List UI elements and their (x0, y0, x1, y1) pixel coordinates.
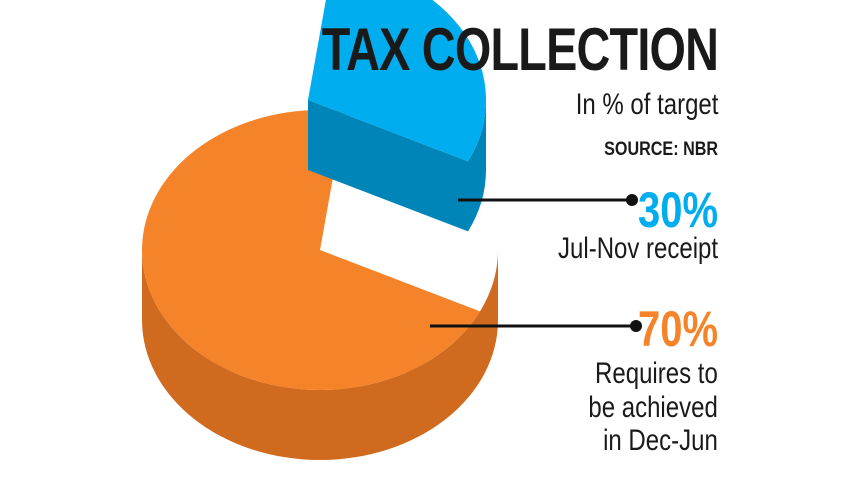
leader-dot-30 (626, 194, 638, 206)
pie-slice-side-70 (142, 250, 498, 460)
slice-value-label-30: 30% (637, 182, 718, 238)
chart-source: SOURCE: NBR (604, 139, 718, 160)
slice-label-70: Requires to be achieved in Dec-Jun (589, 357, 718, 458)
chart-title: TAX COLLECTION (321, 16, 719, 83)
slice-label-70-line-3: in Dec-Jun (603, 424, 718, 458)
slice-label-30: Jul-Nov receipt (557, 232, 718, 265)
leader-dot-70 (630, 320, 642, 332)
pie-slice-70 (142, 110, 480, 391)
pie-slice-wall-30 (308, 100, 468, 232)
slice-label-70-line-2: be achieved (588, 390, 718, 424)
slice-value-label-70: 70% (637, 301, 718, 357)
chart-subtitle: In % of target (575, 88, 718, 121)
pie-slice-30 (308, 0, 486, 162)
slice-label-70-line-1: Requires to (595, 357, 718, 390)
